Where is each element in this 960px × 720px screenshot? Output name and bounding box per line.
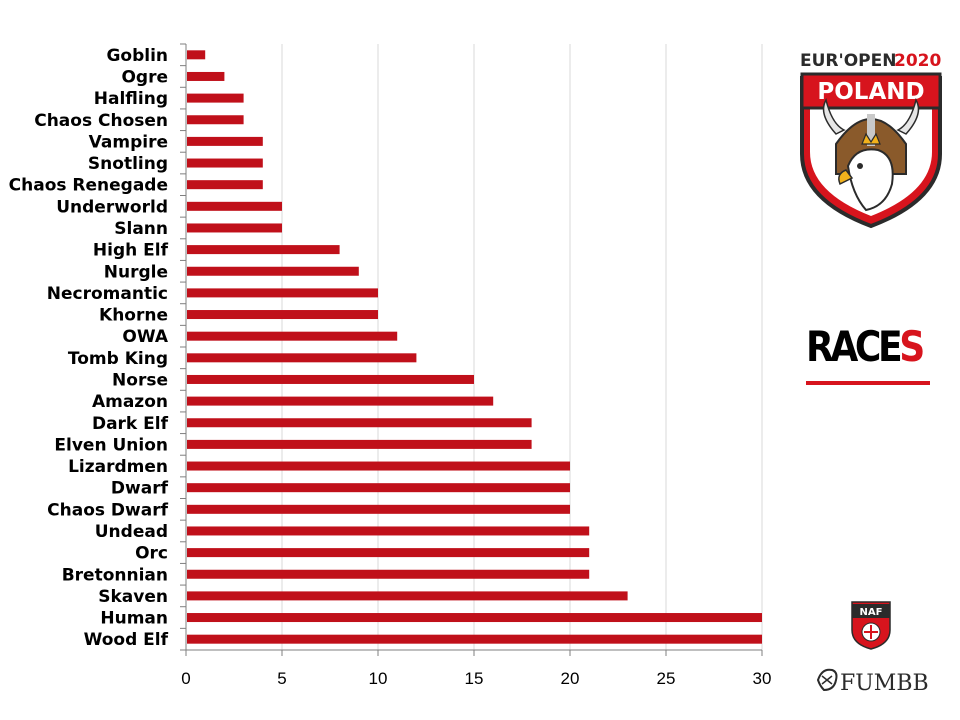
category-label: Goblin [106, 46, 168, 66]
x-tick-label: 20 [561, 669, 580, 688]
bar [187, 158, 263, 168]
logo-year-text: 2020 [894, 51, 941, 71]
bar [187, 201, 282, 211]
fumbbl-logo: FUMBBL [816, 664, 944, 696]
bar [187, 396, 494, 406]
category-label: Orc [135, 544, 168, 564]
euro-open-logo: POLAND EUR'OPEN 2020 [796, 34, 946, 230]
bar [187, 331, 398, 341]
category-label: Chaos Chosen [34, 111, 168, 131]
category-label: Chaos Renegade [9, 176, 168, 196]
bar [187, 591, 628, 601]
bars [187, 50, 762, 644]
logo-top-text: EUR'OPEN [800, 51, 896, 71]
bar [187, 374, 474, 384]
bar [187, 223, 282, 233]
category-label: Wood Elf [84, 630, 169, 650]
bar [187, 353, 417, 363]
bar [187, 461, 570, 471]
category-label: Norse [112, 370, 168, 390]
category-label: Khorne [99, 306, 168, 326]
races-title: RACES [806, 322, 925, 371]
category-label: Nurgle [104, 262, 168, 282]
category-label: Skaven [98, 587, 168, 607]
naf-logo-text: NAF [860, 607, 883, 618]
bar [187, 418, 532, 428]
races-title-main: RACE [806, 322, 903, 371]
bar [187, 548, 590, 558]
category-label: Chaos Dwarf [47, 500, 168, 520]
fumbbl-logo-text: FUMBBL [840, 671, 928, 696]
category-label: Slann [114, 219, 168, 239]
category-label: Bretonnian [62, 565, 168, 585]
category-label: Halfling [94, 89, 168, 109]
x-tick-label: 30 [753, 669, 772, 688]
category-label: Human [100, 609, 168, 629]
grid-lines [281, 44, 763, 650]
category-label: High Elf [93, 241, 169, 261]
category-label: Necromantic [47, 284, 168, 304]
x-tick-label: 10 [369, 669, 388, 688]
races-underline [806, 381, 930, 385]
category-label: Dwarf [111, 479, 169, 499]
bar [187, 115, 244, 125]
category-label: Elven Union [54, 435, 168, 455]
category-label: Lizardmen [68, 457, 168, 477]
x-tick-label: 25 [657, 669, 676, 688]
bar [187, 288, 378, 298]
bar [187, 483, 570, 493]
category-label: OWA [122, 327, 168, 347]
category-label: Undead [95, 522, 168, 542]
category-label: Amazon [92, 392, 168, 412]
bar [187, 136, 263, 146]
bar [187, 569, 590, 579]
bar [187, 526, 590, 536]
x-tick-label: 0 [181, 669, 190, 688]
axes [180, 43, 763, 656]
bar [187, 245, 340, 255]
bar [187, 93, 244, 103]
category-label: Underworld [56, 197, 168, 217]
x-tick-labels: 0 5 10 15 20 25 30 [181, 669, 771, 688]
bar [187, 439, 532, 449]
bar [187, 180, 263, 190]
logo-banner-text: POLAND [817, 79, 924, 105]
category-label: Ogre [121, 67, 168, 87]
naf-logo: NAF [850, 600, 892, 650]
category-label: Dark Elf [92, 414, 169, 434]
x-tick-label: 15 [465, 669, 484, 688]
category-label: Snotling [88, 154, 168, 174]
category-label: Tomb King [68, 349, 168, 369]
races-title-last-letter: S [899, 322, 925, 371]
bar [187, 310, 378, 320]
x-tick-label: 5 [277, 669, 286, 688]
bar [187, 71, 225, 81]
bar [187, 613, 762, 623]
category-label: Vampire [89, 132, 168, 152]
bar [187, 634, 762, 644]
bar [187, 50, 206, 60]
bar [187, 266, 359, 276]
bar [187, 504, 570, 514]
